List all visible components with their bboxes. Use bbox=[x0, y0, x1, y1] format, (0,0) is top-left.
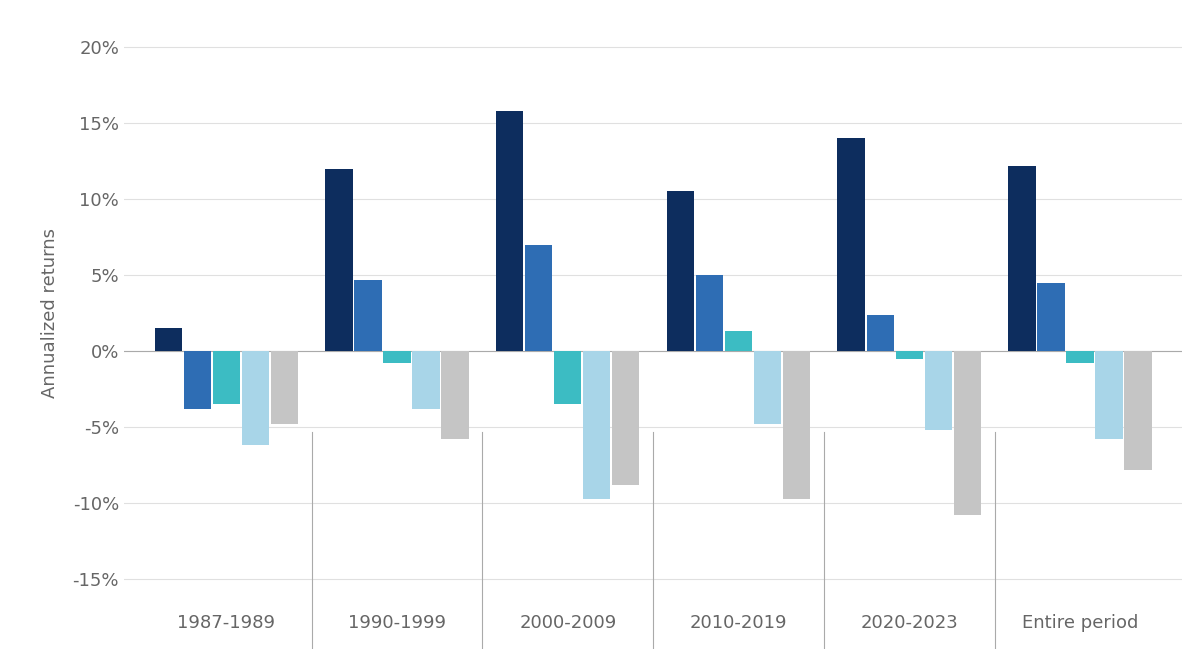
Bar bbox=[554, 351, 582, 404]
Bar bbox=[754, 351, 782, 424]
Bar bbox=[867, 315, 893, 351]
Bar bbox=[155, 328, 182, 351]
Bar bbox=[242, 351, 269, 445]
Bar bbox=[212, 351, 240, 404]
Bar bbox=[384, 351, 411, 363]
Bar bbox=[1066, 351, 1093, 363]
Y-axis label: Annualized returns: Annualized returns bbox=[41, 228, 59, 398]
Bar bbox=[1125, 351, 1151, 470]
Bar bbox=[525, 245, 553, 351]
Bar bbox=[924, 351, 952, 430]
Bar bbox=[667, 191, 694, 351]
Bar bbox=[695, 275, 723, 351]
Bar bbox=[1008, 165, 1036, 351]
Bar bbox=[1095, 351, 1122, 439]
Bar bbox=[783, 351, 811, 498]
Bar bbox=[496, 111, 524, 351]
Bar bbox=[837, 138, 864, 351]
Bar bbox=[325, 169, 353, 351]
Bar bbox=[953, 351, 981, 515]
Bar bbox=[613, 351, 639, 485]
Bar bbox=[183, 351, 211, 409]
Bar bbox=[583, 351, 610, 498]
Bar bbox=[725, 331, 752, 351]
Bar bbox=[441, 351, 469, 439]
Bar bbox=[1037, 283, 1065, 351]
Bar bbox=[355, 280, 381, 351]
Bar bbox=[271, 351, 299, 424]
Bar bbox=[896, 351, 923, 359]
Bar bbox=[412, 351, 440, 409]
